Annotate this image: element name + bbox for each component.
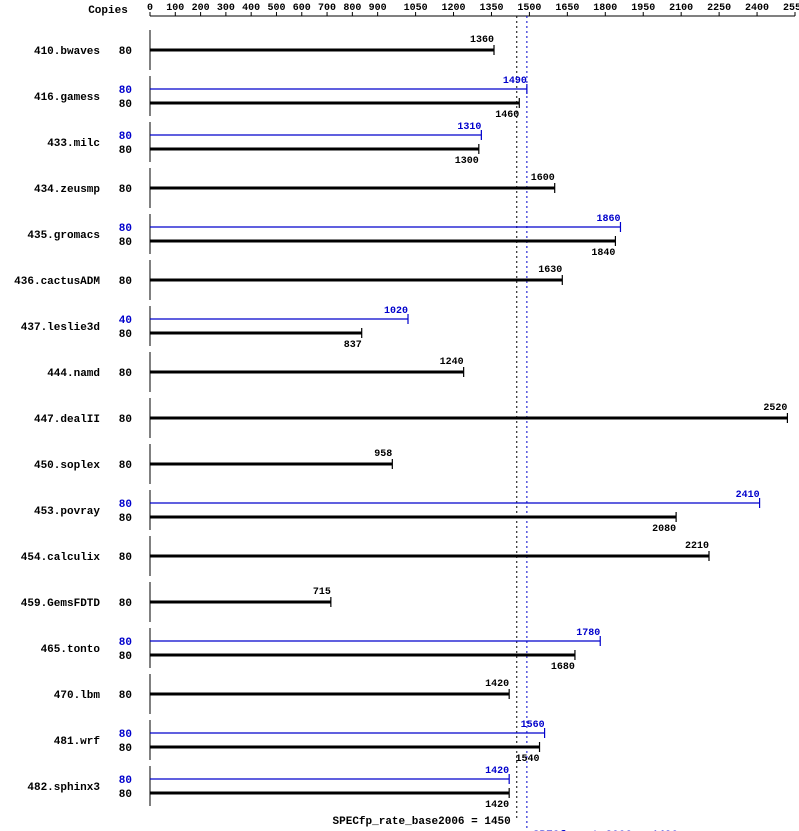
copies-label: 80	[119, 46, 132, 58]
copies-label: 40	[119, 315, 132, 327]
copies-label: 80	[119, 276, 132, 288]
axis-tick-label: 2400	[745, 3, 769, 14]
axis-tick-label: 2550	[783, 3, 799, 14]
value-label: 1600	[531, 173, 555, 184]
benchmark-label: 433.milc	[47, 138, 100, 150]
axis-tick-label: 100	[166, 3, 184, 14]
value-label: 1630	[538, 265, 562, 276]
value-label: 1460	[495, 110, 519, 121]
copies-label: 80	[119, 775, 132, 787]
copies-label: 80	[119, 743, 132, 755]
value-label: 1560	[521, 720, 545, 731]
axis-tick-label: 500	[267, 3, 285, 14]
axis-tick-label: 900	[369, 3, 387, 14]
benchmark-label: 435.gromacs	[27, 230, 100, 242]
axis-tick-label: 700	[318, 3, 336, 14]
copies-label: 80	[119, 598, 132, 610]
value-label: 2080	[652, 524, 676, 535]
copies-label: 80	[119, 552, 132, 564]
axis-tick-label: 1800	[593, 3, 617, 14]
copies-label: 80	[119, 690, 132, 702]
value-label: 837	[344, 340, 362, 351]
benchmark-label: 454.calculix	[21, 552, 101, 564]
value-label: 1490	[503, 76, 527, 87]
copies-header: Copies	[88, 5, 128, 17]
axis-tick-label: 1200	[442, 3, 466, 14]
copies-label: 80	[119, 499, 132, 511]
benchmark-label: 437.leslie3d	[21, 322, 100, 334]
copies-label: 80	[119, 237, 132, 249]
axis-tick-label: 800	[343, 3, 361, 14]
axis-tick-label: 300	[217, 3, 235, 14]
copies-label: 80	[119, 223, 132, 235]
value-label: 1680	[551, 662, 575, 673]
value-label: 1540	[516, 754, 540, 765]
benchmark-label: 434.zeusmp	[34, 184, 100, 196]
benchmark-label: 416.gamess	[34, 92, 100, 104]
axis-tick-label: 200	[192, 3, 210, 14]
copies-label: 80	[119, 131, 132, 143]
benchmark-label: 447.dealII	[34, 414, 100, 426]
spec-chart: Copies 0 100 200 300 400 500 600 700 800 900 1050 12…	[0, 0, 799, 831]
value-label: 715	[313, 587, 331, 598]
axis-tick-label: 0	[147, 3, 153, 14]
value-label: 1860	[596, 214, 620, 225]
value-label: 1360	[470, 35, 494, 46]
value-label: 2520	[763, 403, 787, 414]
benchmark-label: 436.cactusADM	[14, 276, 100, 288]
benchmark-label: 481.wrf	[54, 736, 101, 748]
copies-label: 80	[119, 145, 132, 157]
copies-label: 80	[119, 329, 132, 341]
value-label: 1310	[457, 122, 481, 133]
axis-tick-label: 1650	[555, 3, 579, 14]
axis-tick-label: 1500	[517, 3, 541, 14]
value-label: 1420	[485, 800, 509, 811]
value-label: 2410	[736, 490, 760, 501]
benchmark-label: 482.sphinx3	[27, 782, 100, 794]
copies-label: 80	[119, 729, 132, 741]
value-label: 1240	[440, 357, 464, 368]
benchmark-label: 465.tonto	[41, 644, 101, 656]
copies-label: 80	[119, 414, 132, 426]
copies-label: 80	[119, 368, 132, 380]
benchmark-label: 450.soplex	[34, 460, 100, 472]
benchmark-label: 459.GemsFDTD	[21, 598, 101, 610]
copies-label: 80	[119, 637, 132, 649]
copies-label: 80	[119, 789, 132, 801]
value-label: 1420	[485, 766, 509, 777]
value-label: 1020	[384, 306, 408, 317]
axis-tick-label: 1350	[479, 3, 503, 14]
reference-label-base: SPECfp_rate_base2006 = 1450	[333, 816, 511, 828]
benchmark-label: 444.namd	[47, 368, 100, 380]
axis-tick-label: 1050	[404, 3, 428, 14]
axis-tick-label: 2100	[669, 3, 693, 14]
value-label: 1780	[576, 628, 600, 639]
value-label: 1300	[455, 156, 479, 167]
copies-label: 80	[119, 184, 132, 196]
value-label: 2210	[685, 541, 709, 552]
axis-tick-label: 2250	[707, 3, 731, 14]
axis-tick-label: 1950	[631, 3, 655, 14]
benchmark-label: 470.lbm	[54, 690, 101, 702]
copies-label: 80	[119, 651, 132, 663]
copies-label: 80	[119, 99, 132, 111]
copies-label: 80	[119, 460, 132, 472]
value-label: 1420	[485, 679, 509, 690]
axis-tick-label: 600	[293, 3, 311, 14]
value-label: 1840	[591, 248, 615, 259]
value-label: 958	[374, 449, 392, 460]
axis-tick-label: 400	[242, 3, 260, 14]
benchmark-label: 453.povray	[34, 506, 100, 518]
copies-label: 80	[119, 513, 132, 525]
copies-label: 80	[119, 85, 132, 97]
benchmark-label: 410.bwaves	[34, 46, 100, 58]
